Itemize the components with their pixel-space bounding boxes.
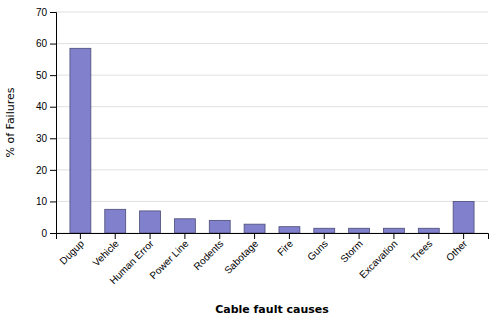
y-tick-label: 10 bbox=[36, 196, 48, 207]
y-tick-mark bbox=[50, 170, 56, 171]
x-tick: Sabotage bbox=[222, 233, 260, 276]
y-tick-mark bbox=[50, 44, 56, 45]
x-tick-label: Dugup bbox=[57, 238, 86, 267]
grid-line bbox=[56, 43, 488, 44]
grid-line bbox=[56, 75, 488, 76]
x-tick-mark bbox=[80, 233, 81, 239]
y-tick-mark bbox=[50, 233, 56, 234]
grid bbox=[56, 12, 488, 233]
y-tick-label: 70 bbox=[36, 7, 48, 18]
x-tick-mark bbox=[150, 233, 151, 239]
x-tick-label: Trees bbox=[409, 238, 435, 264]
bar bbox=[174, 219, 195, 233]
y-tick-mark bbox=[50, 138, 56, 139]
x-tick: Rodents bbox=[191, 233, 225, 272]
bar bbox=[70, 48, 91, 233]
x-tick-label: Guns bbox=[305, 238, 330, 263]
x-tick-mark bbox=[359, 233, 360, 239]
bar bbox=[349, 228, 370, 233]
plot: DugupVehicleHuman ErrorPower LineRodents… bbox=[36, 7, 489, 287]
y-tick: 50 bbox=[36, 70, 56, 81]
y-tick: 70 bbox=[36, 7, 56, 18]
x-tick-label: Excavation bbox=[357, 238, 399, 280]
x-tick-label: Vehicle bbox=[90, 238, 121, 269]
x-tick-mark bbox=[184, 233, 185, 239]
x-tick-mark bbox=[393, 233, 394, 239]
bars bbox=[70, 48, 474, 233]
chart: DugupVehicleHuman ErrorPower LineRodents… bbox=[0, 0, 500, 321]
x-tick: Dugup bbox=[57, 233, 86, 267]
y-tick: 0 bbox=[41, 228, 56, 239]
y-axis: 0 10 20 30 40 50 60 70 bbox=[36, 7, 57, 239]
y-axis-title: % of Failures bbox=[4, 87, 17, 157]
y-tick: 60 bbox=[36, 38, 56, 49]
x-tick: Human Error bbox=[107, 233, 156, 286]
grid-line bbox=[56, 201, 488, 202]
x-tick-label: Rodents bbox=[191, 238, 225, 272]
bar bbox=[279, 227, 300, 233]
x-tick-mark bbox=[324, 233, 325, 239]
x-tick: Excavation bbox=[357, 233, 399, 280]
x-tick: Other bbox=[444, 233, 470, 263]
x-tick-label: Sabotage bbox=[222, 238, 260, 276]
x-tick: Storm bbox=[338, 233, 365, 265]
bar bbox=[383, 228, 404, 233]
x-tick: Trees bbox=[409, 233, 435, 264]
x-tick-mark bbox=[219, 233, 220, 239]
y-tick-label: 30 bbox=[36, 133, 48, 144]
y-tick-label: 40 bbox=[36, 101, 48, 112]
y-tick: 20 bbox=[36, 165, 56, 176]
grid-line bbox=[56, 169, 488, 170]
bar bbox=[105, 209, 126, 233]
y-tick: 10 bbox=[36, 196, 56, 207]
x-tick: Power Line bbox=[147, 233, 190, 281]
x-axis-line bbox=[57, 234, 489, 240]
y-tick: 30 bbox=[36, 133, 56, 144]
x-tick-mark bbox=[254, 233, 255, 239]
bar bbox=[140, 211, 161, 233]
x-tick-label: Human Error bbox=[107, 237, 156, 286]
y-tick-label: 60 bbox=[36, 38, 48, 49]
x-tick-mark bbox=[289, 233, 290, 239]
x-tick-mark bbox=[428, 233, 429, 239]
x-tick-label: Other bbox=[444, 237, 470, 263]
y-tick-mark bbox=[50, 201, 56, 202]
x-tick: Vehicle bbox=[90, 233, 121, 269]
grid-line bbox=[56, 138, 488, 139]
y-tick: 40 bbox=[36, 101, 56, 112]
bar bbox=[453, 201, 474, 233]
x-axis: DugupVehicleHuman ErrorPower LineRodents… bbox=[57, 233, 489, 286]
bar bbox=[209, 220, 230, 233]
grid-line bbox=[56, 12, 488, 13]
x-axis-title: Cable fault causes bbox=[215, 303, 329, 316]
y-tick-mark bbox=[50, 107, 56, 108]
grid-line bbox=[56, 106, 488, 107]
y-tick-label: 20 bbox=[36, 165, 48, 176]
y-tick-mark bbox=[50, 12, 56, 13]
x-tick-label: Storm bbox=[338, 238, 365, 265]
x-tick-mark bbox=[115, 233, 116, 239]
x-tick: Fire bbox=[275, 233, 295, 258]
y-tick-label: 50 bbox=[36, 70, 48, 81]
bar bbox=[244, 224, 265, 233]
x-tick: Guns bbox=[305, 233, 330, 263]
x-tick-label: Fire bbox=[275, 238, 295, 258]
y-tick-label: 0 bbox=[41, 228, 47, 239]
bar bbox=[418, 228, 439, 233]
y-tick-mark bbox=[50, 75, 56, 76]
bar bbox=[314, 228, 335, 233]
x-tick-label: Power Line bbox=[147, 238, 190, 281]
y-axis-line bbox=[50, 13, 57, 234]
x-tick-mark bbox=[463, 233, 464, 239]
